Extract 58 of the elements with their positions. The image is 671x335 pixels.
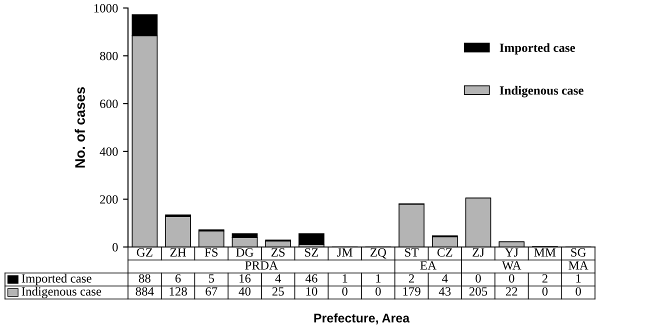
y-tick-label: 1000	[94, 4, 118, 12]
y-tick-label: 0	[112, 243, 118, 252]
data-label: 88	[138, 274, 150, 283]
x-tick-label: ZQ	[370, 248, 386, 259]
data-label: 67	[206, 287, 218, 296]
data-label: 10	[306, 287, 318, 296]
text: PRDA	[245, 261, 278, 270]
x-tick-label: ST	[405, 248, 419, 257]
data-label: 16	[240, 274, 251, 283]
data-label: 46	[305, 274, 318, 283]
x-tick-label: DG	[236, 248, 254, 257]
data-label: 2	[408, 274, 414, 283]
data-label: 128	[170, 287, 187, 296]
data-label: 0	[342, 287, 348, 296]
x-tick-label: FS	[204, 248, 218, 257]
y-axis-title: No. of cases	[74, 87, 85, 168]
text: Indigenous case	[22, 286, 102, 298]
x-tick-label: SZ	[305, 248, 318, 257]
x-tick-label: SG	[571, 248, 586, 257]
x-tick-label: MM	[534, 248, 556, 257]
data-label: 43	[438, 287, 451, 296]
y-tick-label: 200	[100, 195, 118, 204]
data-label: 6	[175, 274, 181, 283]
data-label: 22	[506, 287, 518, 296]
x-axis-title: Prefecture, Area	[314, 313, 410, 324]
data-label: 0	[476, 274, 481, 283]
x-tick-label: ZJ	[472, 248, 484, 257]
text: MA	[568, 261, 588, 270]
x-tick-label: JM	[337, 248, 352, 257]
data-label: 884	[136, 287, 154, 296]
x-tick-label: GZ	[136, 248, 152, 257]
data-label: 1	[576, 274, 581, 283]
data-label: 4	[442, 274, 448, 283]
data-label: 25	[272, 287, 284, 296]
data-label: 2	[542, 274, 548, 283]
x-tick-label: ZS	[271, 248, 285, 257]
legend-label: Indigenous case	[500, 86, 584, 98]
x-tick-label: ZH	[170, 248, 186, 257]
data-label: 5	[208, 274, 214, 283]
data-label: 4	[275, 274, 282, 283]
data-label: 205	[469, 287, 488, 296]
text: EA	[420, 261, 436, 270]
y-tick-label: 600	[100, 100, 118, 108]
data-label: 0	[508, 274, 514, 283]
data-label: 40	[238, 287, 251, 296]
data-label: 1	[376, 274, 381, 283]
text: WA	[502, 261, 522, 270]
data-label: 0	[542, 287, 548, 296]
data-label: 179	[403, 287, 420, 296]
y-tick-label: 800	[100, 52, 118, 60]
data-label: 0	[376, 287, 381, 296]
x-tick-label: CZ	[437, 248, 452, 257]
data-label: 1	[342, 274, 348, 283]
text: Imported case	[22, 274, 92, 286]
y-tick-label: 400	[100, 147, 118, 156]
legend-label: Imported case	[500, 43, 576, 55]
data-label: 0	[576, 287, 581, 296]
x-tick-label: YJ	[504, 248, 518, 257]
